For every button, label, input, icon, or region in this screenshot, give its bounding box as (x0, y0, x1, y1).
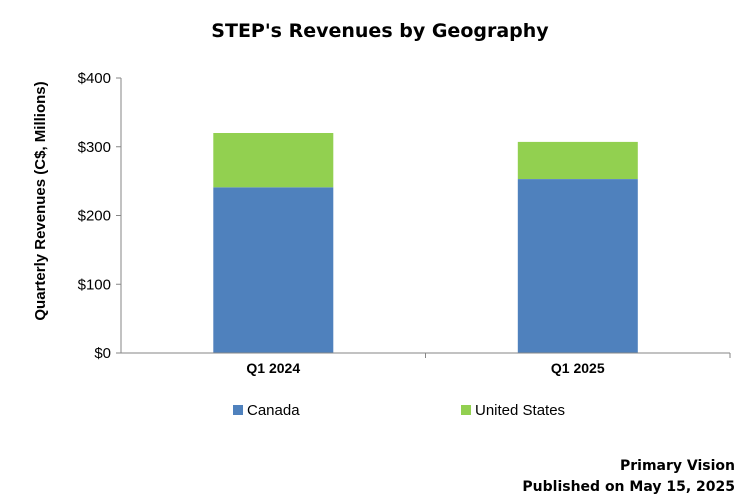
bar-canada-q1-2025 (517, 179, 638, 353)
chart-title: STEP's Revenues by Geography (211, 20, 549, 42)
y-axis-label: Quarterly Revenues (C$, Millions) (32, 81, 49, 320)
legend: Canada United States (233, 402, 565, 419)
y-tick-label: $200 (78, 208, 111, 225)
x-tick-label: Q1 2025 (551, 360, 605, 376)
legend-label-canada: Canada (247, 402, 300, 419)
bar-canada-q1-2024 (213, 187, 334, 353)
published-date: Published on May 15, 2025 (522, 479, 735, 495)
legend-label-united-states: United States (475, 402, 565, 419)
legend-swatch-canada (233, 405, 243, 415)
source-label: Primary Vision (619, 458, 735, 474)
bar-united-states-q1-2025 (517, 141, 638, 179)
y-tick-label: $300 (78, 139, 111, 156)
plot-area (213, 133, 638, 353)
y-tick-label: $0 (94, 345, 111, 362)
x-tick-label: Q1 2024 (246, 360, 300, 376)
y-tick-label: $100 (78, 276, 111, 293)
axes: $0 $100 $200 $300 $400 Q1 2024 Q1 2025 (78, 70, 731, 376)
bar-united-states-q1-2024 (213, 133, 334, 188)
legend-swatch-united-states (461, 405, 471, 415)
y-tick-label: $400 (78, 70, 111, 87)
